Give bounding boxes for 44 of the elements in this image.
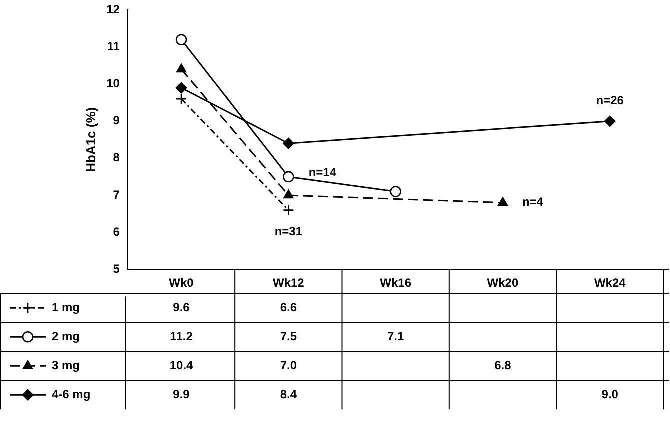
x-tick-label: Wk12 (272, 276, 305, 290)
data-label: 6.8 (494, 358, 512, 372)
data-label: 7.1 (387, 329, 404, 344)
y-tick-label: 11 (107, 40, 120, 54)
data-label: 6.6 (280, 300, 298, 314)
annotation: n=31 (274, 224, 303, 239)
point (176, 34, 188, 46)
legend-label: 4-6 mg (52, 387, 91, 402)
annotation: n=14 (308, 165, 337, 180)
y-tick-label: 8 (113, 150, 120, 165)
point (283, 171, 294, 183)
data-label: 9.6 (173, 300, 190, 314)
x-tick-label: Wk0 (169, 276, 194, 290)
point (390, 186, 402, 198)
y-axis-title: HbA1c (%) (83, 107, 98, 172)
data-label: 9.0 (602, 387, 619, 402)
data-label: 7.0 (280, 358, 298, 372)
legend-label: 3 mg (52, 358, 80, 372)
x-tick-label: Wk16 (380, 276, 412, 290)
point (283, 138, 294, 150)
y-tick-label: 9 (113, 114, 120, 128)
data-label: 10.4 (170, 358, 194, 372)
point (176, 64, 187, 73)
annotation: n=4 (522, 195, 544, 210)
point (498, 197, 508, 206)
data-label: 11.2 (170, 329, 194, 344)
x-tick-label: Wk24 (594, 276, 626, 290)
data-label: 7.5 (280, 329, 298, 344)
legend-label: 1 mg (52, 300, 80, 314)
y-tick-label: 5 (113, 262, 120, 276)
y-tick-label: 7 (113, 188, 120, 202)
data-label: 8.4 (280, 387, 298, 402)
legend-label: 2 mg (52, 329, 80, 344)
y-tick-label: 12 (106, 2, 120, 17)
y-tick-label: 10 (106, 76, 120, 91)
x-tick-label: Wk20 (487, 276, 519, 290)
point (604, 116, 616, 128)
annotation: n=26 (596, 94, 624, 108)
data-label: 9.9 (173, 387, 190, 402)
point (176, 82, 188, 94)
point (283, 204, 294, 216)
point (176, 93, 188, 105)
point (284, 190, 294, 199)
y-tick-label: 6 (113, 224, 120, 239)
